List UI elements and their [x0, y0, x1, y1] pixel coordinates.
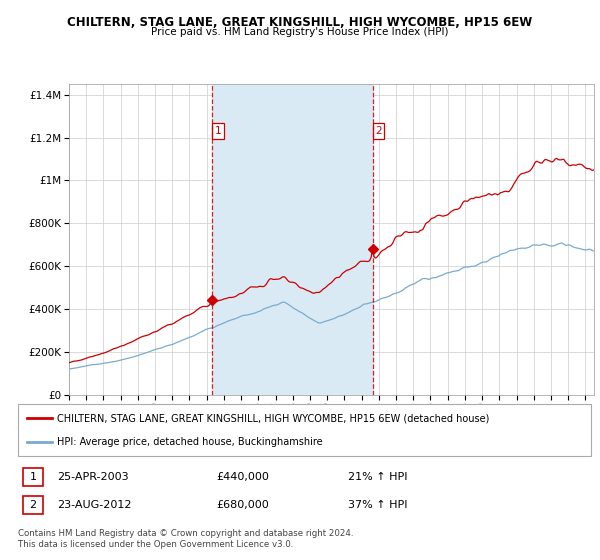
Text: £440,000: £440,000 — [216, 472, 269, 482]
Text: £680,000: £680,000 — [216, 500, 269, 510]
FancyBboxPatch shape — [18, 404, 591, 456]
Text: CHILTERN, STAG LANE, GREAT KINGSHILL, HIGH WYCOMBE, HP15 6EW (detached house): CHILTERN, STAG LANE, GREAT KINGSHILL, HI… — [57, 413, 490, 423]
Text: HPI: Average price, detached house, Buckinghamshire: HPI: Average price, detached house, Buck… — [57, 437, 323, 447]
Text: Contains HM Land Registry data © Crown copyright and database right 2024.
This d: Contains HM Land Registry data © Crown c… — [18, 529, 353, 549]
Text: 23-AUG-2012: 23-AUG-2012 — [57, 500, 131, 510]
Text: 2: 2 — [29, 500, 37, 510]
FancyBboxPatch shape — [23, 496, 43, 514]
Text: 1: 1 — [29, 472, 37, 482]
Text: 37% ↑ HPI: 37% ↑ HPI — [348, 500, 407, 510]
Text: Price paid vs. HM Land Registry's House Price Index (HPI): Price paid vs. HM Land Registry's House … — [151, 27, 449, 37]
Text: 25-APR-2003: 25-APR-2003 — [57, 472, 128, 482]
Text: 21% ↑ HPI: 21% ↑ HPI — [348, 472, 407, 482]
Text: CHILTERN, STAG LANE, GREAT KINGSHILL, HIGH WYCOMBE, HP15 6EW: CHILTERN, STAG LANE, GREAT KINGSHILL, HI… — [67, 16, 533, 29]
Text: 2: 2 — [375, 126, 382, 136]
Text: 1: 1 — [214, 126, 221, 136]
FancyBboxPatch shape — [23, 468, 43, 486]
Bar — [212, 84, 373, 395]
